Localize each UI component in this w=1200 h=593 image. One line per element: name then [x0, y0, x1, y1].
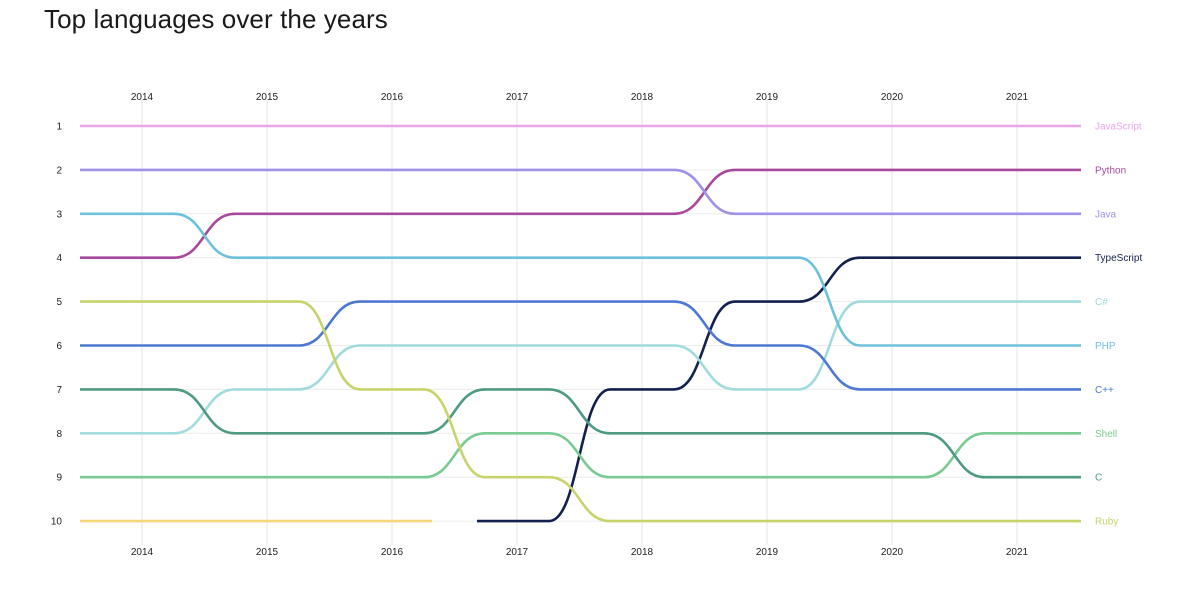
- series-line-c-: [80, 300, 1081, 435]
- x-tick-label-top: 2016: [381, 92, 404, 103]
- y-tick-label: 1: [56, 122, 62, 133]
- series-label-c-: C#: [1095, 297, 1108, 308]
- y-tick-label: 7: [56, 385, 62, 396]
- series-label-php: PHP: [1095, 341, 1116, 352]
- x-axis-bottom: 2014 2015 2016 2017 2018 2019 2020 2021: [131, 547, 1029, 558]
- x-axis-top: 2014 2015 2016 2017 2018 2019 2020 2021: [131, 92, 1029, 103]
- y-tick-label: 5: [56, 297, 62, 308]
- series-line-python: [80, 168, 1081, 259]
- series-line-java: [80, 168, 1081, 216]
- series-line-ruby: [80, 300, 1081, 523]
- y-tick-label: 9: [56, 473, 62, 484]
- x-tick-label-top: 2019: [756, 92, 779, 103]
- series-label-typescript: TypeScript: [1095, 253, 1142, 264]
- x-tick-label-top: 2018: [631, 92, 654, 103]
- x-tick-label-top: 2014: [131, 92, 154, 103]
- series-line-c-: [80, 300, 1081, 391]
- x-tick-label-bottom: 2016: [381, 547, 404, 558]
- y-tick-label: 8: [56, 429, 62, 440]
- x-tick-label-bottom: 2015: [256, 547, 279, 558]
- x-tick-label-bottom: 2020: [881, 547, 904, 558]
- x-tick-label-top: 2017: [506, 92, 529, 103]
- series-line-typescript: [477, 256, 1081, 523]
- series-label-shell: Shell: [1095, 429, 1117, 440]
- chart-title: Top languages over the years: [44, 4, 388, 34]
- series-line-c: [80, 388, 1081, 479]
- series-lines: [80, 124, 1081, 523]
- y-tick-label: 3: [56, 209, 62, 220]
- series-label-javascript: JavaScript: [1095, 122, 1142, 133]
- x-tick-label-top: 2020: [881, 92, 904, 103]
- series-label-c-: C++: [1095, 385, 1114, 396]
- x-tick-label-top: 2015: [256, 92, 279, 103]
- y-axis-ranks: 1 2 3 4 5 6 7 8 9 10: [51, 122, 63, 528]
- series-label-python: Python: [1095, 165, 1126, 176]
- series-end-labels: JavaScript Python Java TypeScript C# PHP C++ Sh…: [1095, 122, 1142, 528]
- series-label-ruby: Ruby: [1095, 517, 1118, 528]
- x-tick-label-bottom: 2021: [1006, 547, 1029, 558]
- y-tick-label: 10: [51, 517, 63, 528]
- series-label-c: C: [1095, 473, 1102, 484]
- y-tick-label: 6: [56, 341, 62, 352]
- x-tick-label-top: 2021: [1006, 92, 1029, 103]
- y-tick-label: 4: [56, 253, 62, 264]
- series-label-java: Java: [1095, 209, 1117, 220]
- x-tick-label-bottom: 2014: [131, 547, 154, 558]
- x-tick-label-bottom: 2019: [756, 547, 779, 558]
- series-line-php: [80, 212, 1081, 347]
- x-tick-label-bottom: 2017: [506, 547, 529, 558]
- x-tick-label-bottom: 2018: [631, 547, 654, 558]
- y-tick-label: 2: [56, 165, 62, 176]
- series-line-shell: [80, 432, 1081, 479]
